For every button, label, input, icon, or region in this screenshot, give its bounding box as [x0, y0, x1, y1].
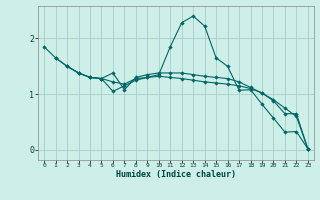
X-axis label: Humidex (Indice chaleur): Humidex (Indice chaleur) — [116, 170, 236, 179]
